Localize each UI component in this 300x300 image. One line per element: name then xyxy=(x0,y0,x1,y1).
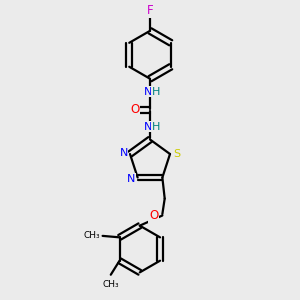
Text: N: N xyxy=(143,122,152,132)
Text: CH₃: CH₃ xyxy=(83,231,100,240)
Text: CH₃: CH₃ xyxy=(103,280,119,289)
Text: H: H xyxy=(152,122,160,132)
Text: N: N xyxy=(119,148,128,158)
Text: H: H xyxy=(152,87,160,97)
Text: O: O xyxy=(149,209,158,222)
Text: F: F xyxy=(147,4,153,17)
Text: N: N xyxy=(127,174,135,184)
Text: O: O xyxy=(130,103,140,116)
Text: N: N xyxy=(143,87,152,97)
Text: S: S xyxy=(173,149,180,159)
